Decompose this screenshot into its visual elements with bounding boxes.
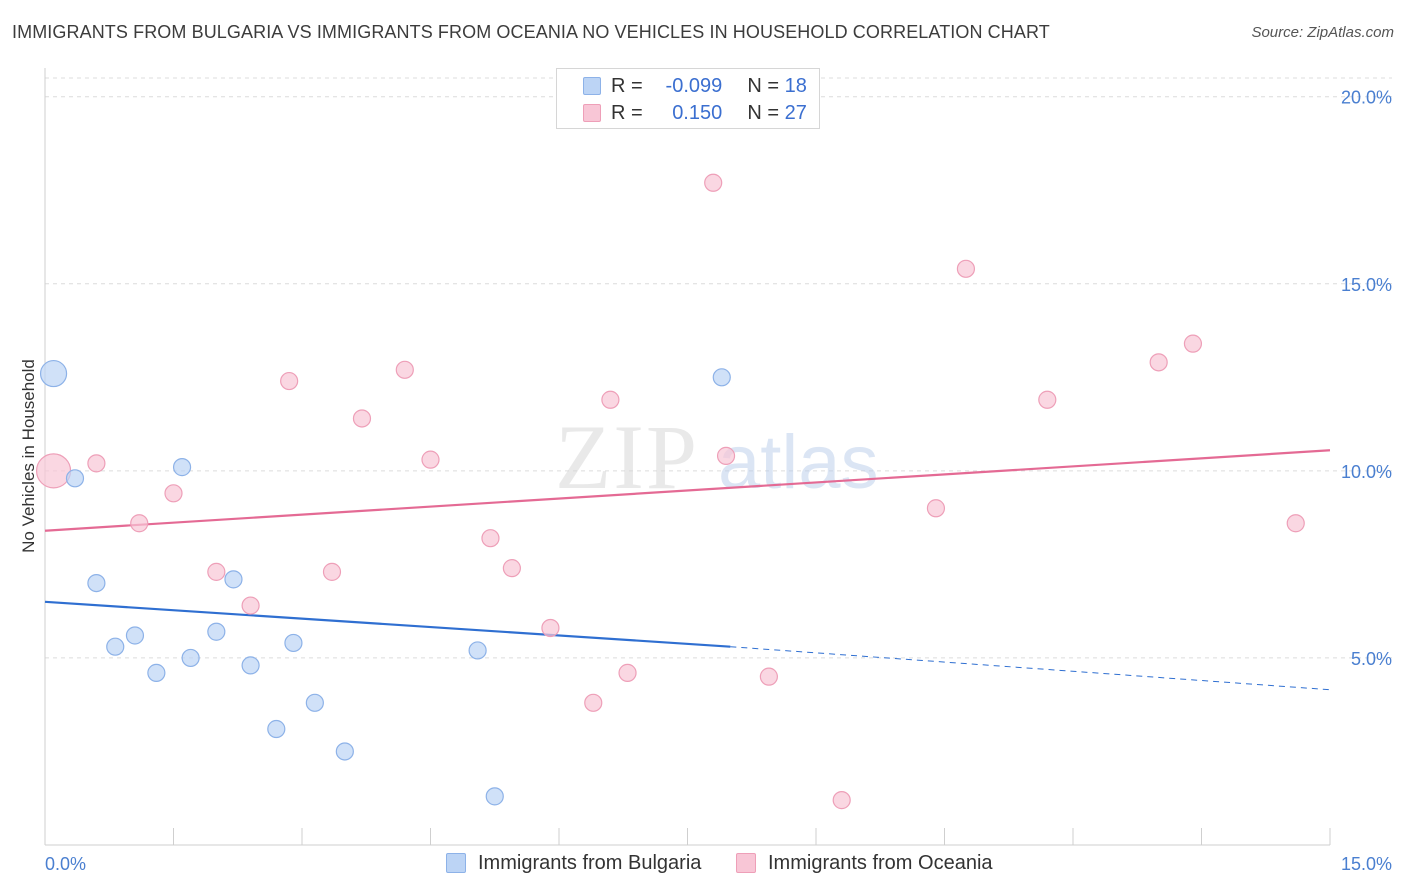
trend-line-bulgaria [44, 600, 731, 648]
legend-n-value-oceania: 27 [784, 102, 807, 124]
data-point-oceania [759, 667, 778, 686]
data-point-oceania [1286, 514, 1305, 533]
data-point-oceania [322, 562, 342, 581]
legend-r-value-oceania: 0.150 [672, 102, 723, 124]
data-point-oceania [601, 390, 620, 409]
data-point-oceania [716, 446, 736, 465]
data-point-oceania [926, 499, 946, 518]
data-point-oceania [395, 360, 414, 379]
data-point-oceania [1183, 334, 1203, 353]
data-point-bulgaria [147, 663, 166, 682]
data-point-oceania [584, 693, 603, 712]
y-tick-label: 5.0% [1351, 649, 1392, 669]
y-axis-label: No Vehicles in Household [19, 359, 38, 553]
bottom-legend-swatch-bulgaria [446, 853, 466, 873]
data-point-oceania [618, 663, 637, 682]
legend-swatch-bulgaria [583, 77, 601, 95]
source-note: Source: ZipAtlas.com [1251, 24, 1394, 41]
data-point-oceania [87, 454, 106, 473]
data-point-bulgaria [172, 458, 192, 477]
data-point-bulgaria [125, 626, 145, 645]
trend-lines [44, 449, 1331, 691]
data-points [35, 173, 1305, 810]
legend-n-value-bulgaria: 18 [784, 75, 807, 97]
data-point-bulgaria [712, 368, 731, 387]
axis-labels: 5.0% 10.0% 15.0% 20.0% 0.0% 15.0% [45, 88, 1392, 874]
data-point-oceania [421, 450, 440, 469]
data-point-bulgaria [468, 641, 487, 660]
data-point-bulgaria [181, 648, 200, 668]
legend-r-value-bulgaria: -0.099 [665, 75, 723, 97]
data-point-bulgaria [284, 633, 303, 653]
data-point-bulgaria [335, 742, 354, 761]
bottom-legend-label-oceania: Immigrants from Oceania [768, 852, 993, 874]
data-point-bulgaria [241, 656, 260, 675]
legend-swatch-oceania [583, 104, 601, 122]
correlation-legend: R = -0.099 N = 18 R = 0.150 N = 27 [556, 68, 820, 129]
data-point-oceania [207, 562, 226, 581]
watermark-zip: ZIP [555, 406, 699, 508]
bottom-legend-label-bulgaria: Immigrants from Bulgaria [478, 852, 702, 874]
data-point-oceania [541, 618, 560, 638]
data-point-oceania [164, 484, 183, 503]
trend-line-bulgaria-extension [730, 646, 1331, 691]
data-point-oceania [956, 259, 976, 278]
data-point-oceania [35, 453, 72, 489]
data-point-bulgaria [485, 787, 504, 806]
data-point-oceania [481, 529, 500, 548]
data-point-oceania [832, 791, 851, 810]
watermark: ZIP atlas [555, 406, 879, 508]
data-point-oceania [502, 559, 521, 578]
data-point-oceania [280, 371, 299, 391]
data-point-bulgaria [305, 693, 324, 712]
y-tick-label: 10.0% [1341, 462, 1392, 482]
data-point-bulgaria [207, 622, 226, 641]
legend-r-label: R = [611, 102, 643, 124]
data-point-bulgaria [224, 570, 243, 589]
data-point-oceania [704, 173, 723, 192]
x-tick-label: 0.0% [45, 854, 86, 874]
data-point-bulgaria [39, 359, 68, 388]
legend-n-label: N = [747, 102, 780, 124]
data-point-oceania [1038, 390, 1057, 409]
bottom-legend-swatch-oceania [736, 853, 756, 873]
data-point-oceania [130, 514, 149, 533]
legend-r-label: R = [611, 75, 643, 97]
grid-lines [45, 77, 1392, 659]
y-tick-label: 15.0% [1341, 275, 1392, 295]
data-point-oceania [241, 596, 260, 615]
data-point-bulgaria [65, 469, 85, 488]
data-point-oceania [1149, 353, 1168, 372]
legend-n-label: N = [747, 75, 780, 97]
watermark-atlas: atlas [718, 420, 879, 505]
y-tick-label: 20.0% [1341, 88, 1392, 108]
data-point-oceania [352, 409, 372, 428]
chart-title: IMMIGRANTS FROM BULGARIA VS IMMIGRANTS F… [12, 22, 1050, 42]
trend-line-oceania [44, 449, 1331, 532]
data-point-bulgaria [106, 637, 125, 656]
data-point-bulgaria [87, 573, 106, 593]
data-point-bulgaria [267, 719, 286, 739]
x-tick-label: 15.0% [1341, 854, 1392, 874]
